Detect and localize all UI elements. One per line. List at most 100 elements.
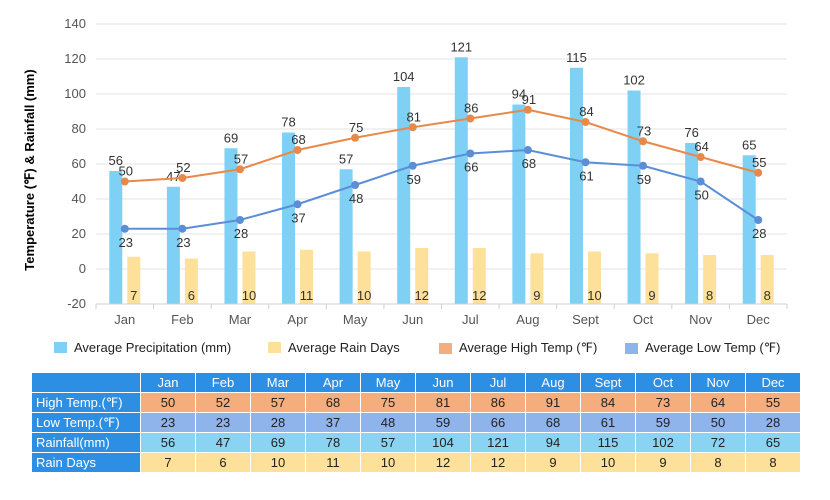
table-cell: 57 <box>250 392 306 413</box>
table-cell: 69 <box>250 432 306 453</box>
table-cell: 59 <box>635 412 691 433</box>
table-cell: 47 <box>195 432 251 453</box>
table-cell: 115 <box>580 432 636 453</box>
table-cell: 121 <box>470 432 526 453</box>
table-cell: 50 <box>140 392 196 413</box>
rain-days-label: 11 <box>300 288 314 303</box>
table-cell: 55 <box>745 392 801 413</box>
rain-days-bar <box>127 256 141 304</box>
x-tick-label: Feb <box>171 312 193 327</box>
low-temp-label: 68 <box>522 156 536 171</box>
table-cell: 8 <box>690 452 746 473</box>
rain-days-bar <box>242 251 256 304</box>
legend-item: Average Low Temp (℉) <box>625 340 780 356</box>
table-month-header: May <box>360 372 416 393</box>
table-row-header: Rainfall(mm) <box>31 432 141 453</box>
rain-days-bar <box>415 248 429 304</box>
high-temp-label: 57 <box>234 151 248 166</box>
x-tick-label: Jan <box>114 312 135 327</box>
high-temp-label: 75 <box>349 120 363 135</box>
rain-days-label: 9 <box>533 288 540 303</box>
precipitation-label: 78 <box>281 115 295 130</box>
table-month-header: Aug <box>525 372 581 393</box>
x-tick-label: Nov <box>689 312 713 327</box>
rain-days-bar <box>645 253 659 304</box>
low-temp-point <box>408 161 417 170</box>
y-tick-label: 40 <box>72 191 86 206</box>
high-temp-label: 84 <box>579 104 593 119</box>
legend-swatch <box>625 342 638 354</box>
table-cell: 59 <box>415 412 471 433</box>
table-cell: 11 <box>305 452 361 473</box>
table-cell: 75 <box>360 392 416 413</box>
legend-item: Average Precipitation (mm) <box>54 340 231 355</box>
table-cell: 52 <box>195 392 251 413</box>
high-temp-point <box>581 118 590 126</box>
rain-days-label: 9 <box>648 288 655 303</box>
legend-label: Average High Temp (℉) <box>459 340 598 355</box>
table-row: Rain Days 7 6 10 11 10 12 12 9 10 9 8 8 <box>31 452 801 473</box>
rain-days-label: 8 <box>706 288 713 303</box>
high-temp-point <box>293 146 302 154</box>
table-cell: 68 <box>305 392 361 413</box>
table-month-header: Jul <box>470 372 526 393</box>
table-cell: 102 <box>635 432 691 453</box>
table-cell: 73 <box>635 392 691 413</box>
precipitation-label: 102 <box>623 73 645 88</box>
low-temp-point <box>523 146 532 154</box>
table-row: Rainfall(mm) 56 47 69 78 57 104 121 94 115 102 72 65 <box>31 432 801 453</box>
table-cell: 68 <box>525 412 581 433</box>
table-corner <box>31 372 141 393</box>
table-cell: 12 <box>470 452 526 473</box>
rain-days-label: 7 <box>130 288 137 303</box>
high-temp-point <box>696 153 705 161</box>
precipitation-label: 56 <box>109 153 123 168</box>
table-cell: 81 <box>415 392 471 413</box>
rain-days-bar <box>587 251 601 304</box>
low-temp-label: 59 <box>637 172 651 187</box>
table-cell: 84 <box>580 392 636 413</box>
table-cell: 94 <box>525 432 581 453</box>
precipitation-bar <box>339 169 353 304</box>
precipitation-bar <box>454 57 468 304</box>
table-header-row: Jan Feb Mar Apr May Jun Jul Aug Sept Oct Nov Dec <box>31 372 801 393</box>
low-temp-label: 37 <box>291 210 305 225</box>
rain-days-bar <box>300 249 314 304</box>
x-tick-label: Apr <box>287 312 308 327</box>
high-temp-label: 73 <box>637 123 651 138</box>
high-temp-point <box>178 174 187 182</box>
precipitation-label: 121 <box>450 39 472 54</box>
table-cell: 78 <box>305 432 361 453</box>
y-tick-label: 60 <box>72 156 86 171</box>
x-tick-label: May <box>343 312 368 327</box>
high-temp-label: 50 <box>119 164 133 179</box>
precipitation-bar <box>166 186 180 304</box>
table-month-header: Oct <box>635 372 691 393</box>
table-cell: 72 <box>690 432 746 453</box>
rain-days-label: 10 <box>357 288 371 303</box>
rain-days-label: 8 <box>764 288 771 303</box>
table-cell: 7 <box>140 452 196 473</box>
y-tick-label: 120 <box>64 51 86 66</box>
table-month-header: Mar <box>250 372 306 393</box>
table-row: High Temp.(℉) 50 52 57 68 75 81 86 91 84 73 64 55 <box>31 392 801 413</box>
rain-days-label: 12 <box>414 288 428 303</box>
low-temp-label: 23 <box>176 235 190 250</box>
low-temp-point <box>466 149 475 158</box>
low-temp-point <box>120 224 129 233</box>
precipitation-label: 94 <box>512 87 526 102</box>
precipitation-bar <box>627 90 641 304</box>
table-cell: 28 <box>745 412 801 433</box>
table-row-header: Rain Days <box>31 452 141 473</box>
table-cell: 57 <box>360 432 416 453</box>
table-month-header: Jun <box>415 372 471 393</box>
low-temp-label: 28 <box>752 226 766 241</box>
table-cell: 50 <box>690 412 746 433</box>
high-temp-label: 81 <box>406 109 420 124</box>
legend-label: Average Rain Days <box>288 340 400 355</box>
low-temp-point <box>754 216 763 224</box>
table-cell: 9 <box>525 452 581 473</box>
precipitation-bar <box>397 87 411 304</box>
table-cell: 9 <box>635 452 691 473</box>
precipitation-bar <box>109 171 123 304</box>
